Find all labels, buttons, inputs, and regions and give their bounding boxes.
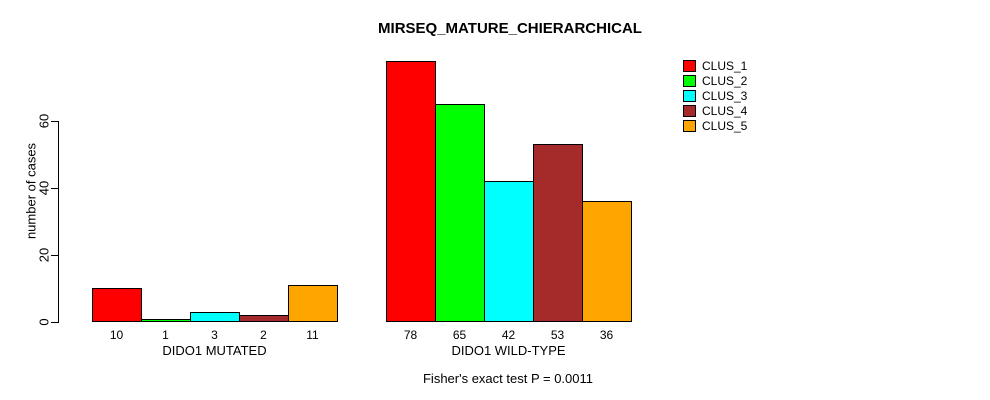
y-axis-tick-label: 40 xyxy=(36,180,52,196)
legend-item: CLUS_2 xyxy=(683,73,747,88)
bar-clus_4 xyxy=(533,144,583,322)
y-axis-tick-label: 20 xyxy=(36,247,52,263)
group-label: DIDO1 WILD-TYPE xyxy=(451,343,566,358)
y-axis-tick xyxy=(51,188,58,189)
y-axis-line xyxy=(58,121,59,323)
legend-swatch xyxy=(683,119,696,132)
bar-clus_1 xyxy=(92,288,142,322)
bar-clus_3 xyxy=(190,312,240,322)
group-label: DIDO1 MUTATED xyxy=(162,343,267,358)
chart-title: MIRSEQ_MATURE_CHIERARCHICAL xyxy=(378,20,642,37)
legend-label: CLUS_2 xyxy=(702,73,748,88)
legend-item: CLUS_4 xyxy=(683,103,747,118)
legend-label: CLUS_3 xyxy=(702,88,748,103)
y-axis-tick xyxy=(51,121,58,122)
subtitle-annotation: Fisher's exact test P = 0.0011 xyxy=(422,371,594,386)
bar-value-label: 78 xyxy=(403,328,418,342)
y-axis-tick-label: 0 xyxy=(36,318,52,326)
legend-label: CLUS_4 xyxy=(702,103,748,118)
bar-value-label: 10 xyxy=(109,328,124,342)
legend-label: CLUS_1 xyxy=(702,58,748,73)
legend-item: CLUS_5 xyxy=(683,118,747,133)
legend-swatch xyxy=(683,104,696,117)
bar-clus_5 xyxy=(288,285,338,322)
bar-value-label: 2 xyxy=(260,328,267,342)
bar-value-label: 65 xyxy=(452,328,467,342)
bar-clus_2 xyxy=(435,104,485,322)
bar-clus_3 xyxy=(484,181,534,322)
bar-clus_5 xyxy=(582,201,632,322)
y-axis-tick xyxy=(51,255,58,256)
bar-value-label: 3 xyxy=(211,328,218,342)
legend-item: CLUS_1 xyxy=(683,58,747,73)
bar-value-label: 36 xyxy=(599,328,614,342)
bar-value-label: 1 xyxy=(162,328,169,342)
legend: CLUS_1 CLUS_2 CLUS_3 CLUS_4 CLUS_5 xyxy=(683,58,747,133)
bar-clus_2 xyxy=(141,319,191,322)
legend-swatch xyxy=(683,74,696,87)
bar-value-label: 53 xyxy=(550,328,565,342)
legend-swatch xyxy=(683,89,696,102)
legend-swatch xyxy=(683,59,696,72)
bar-value-label: 42 xyxy=(501,328,516,342)
bar-clus_4 xyxy=(239,315,289,322)
bar-value-label: 11 xyxy=(306,328,319,342)
legend-item: CLUS_3 xyxy=(683,88,747,103)
y-axis-tick xyxy=(51,322,58,323)
y-axis-tick-label: 60 xyxy=(36,113,52,129)
bar-clus_1 xyxy=(386,61,436,322)
legend-label: CLUS_5 xyxy=(702,118,748,133)
